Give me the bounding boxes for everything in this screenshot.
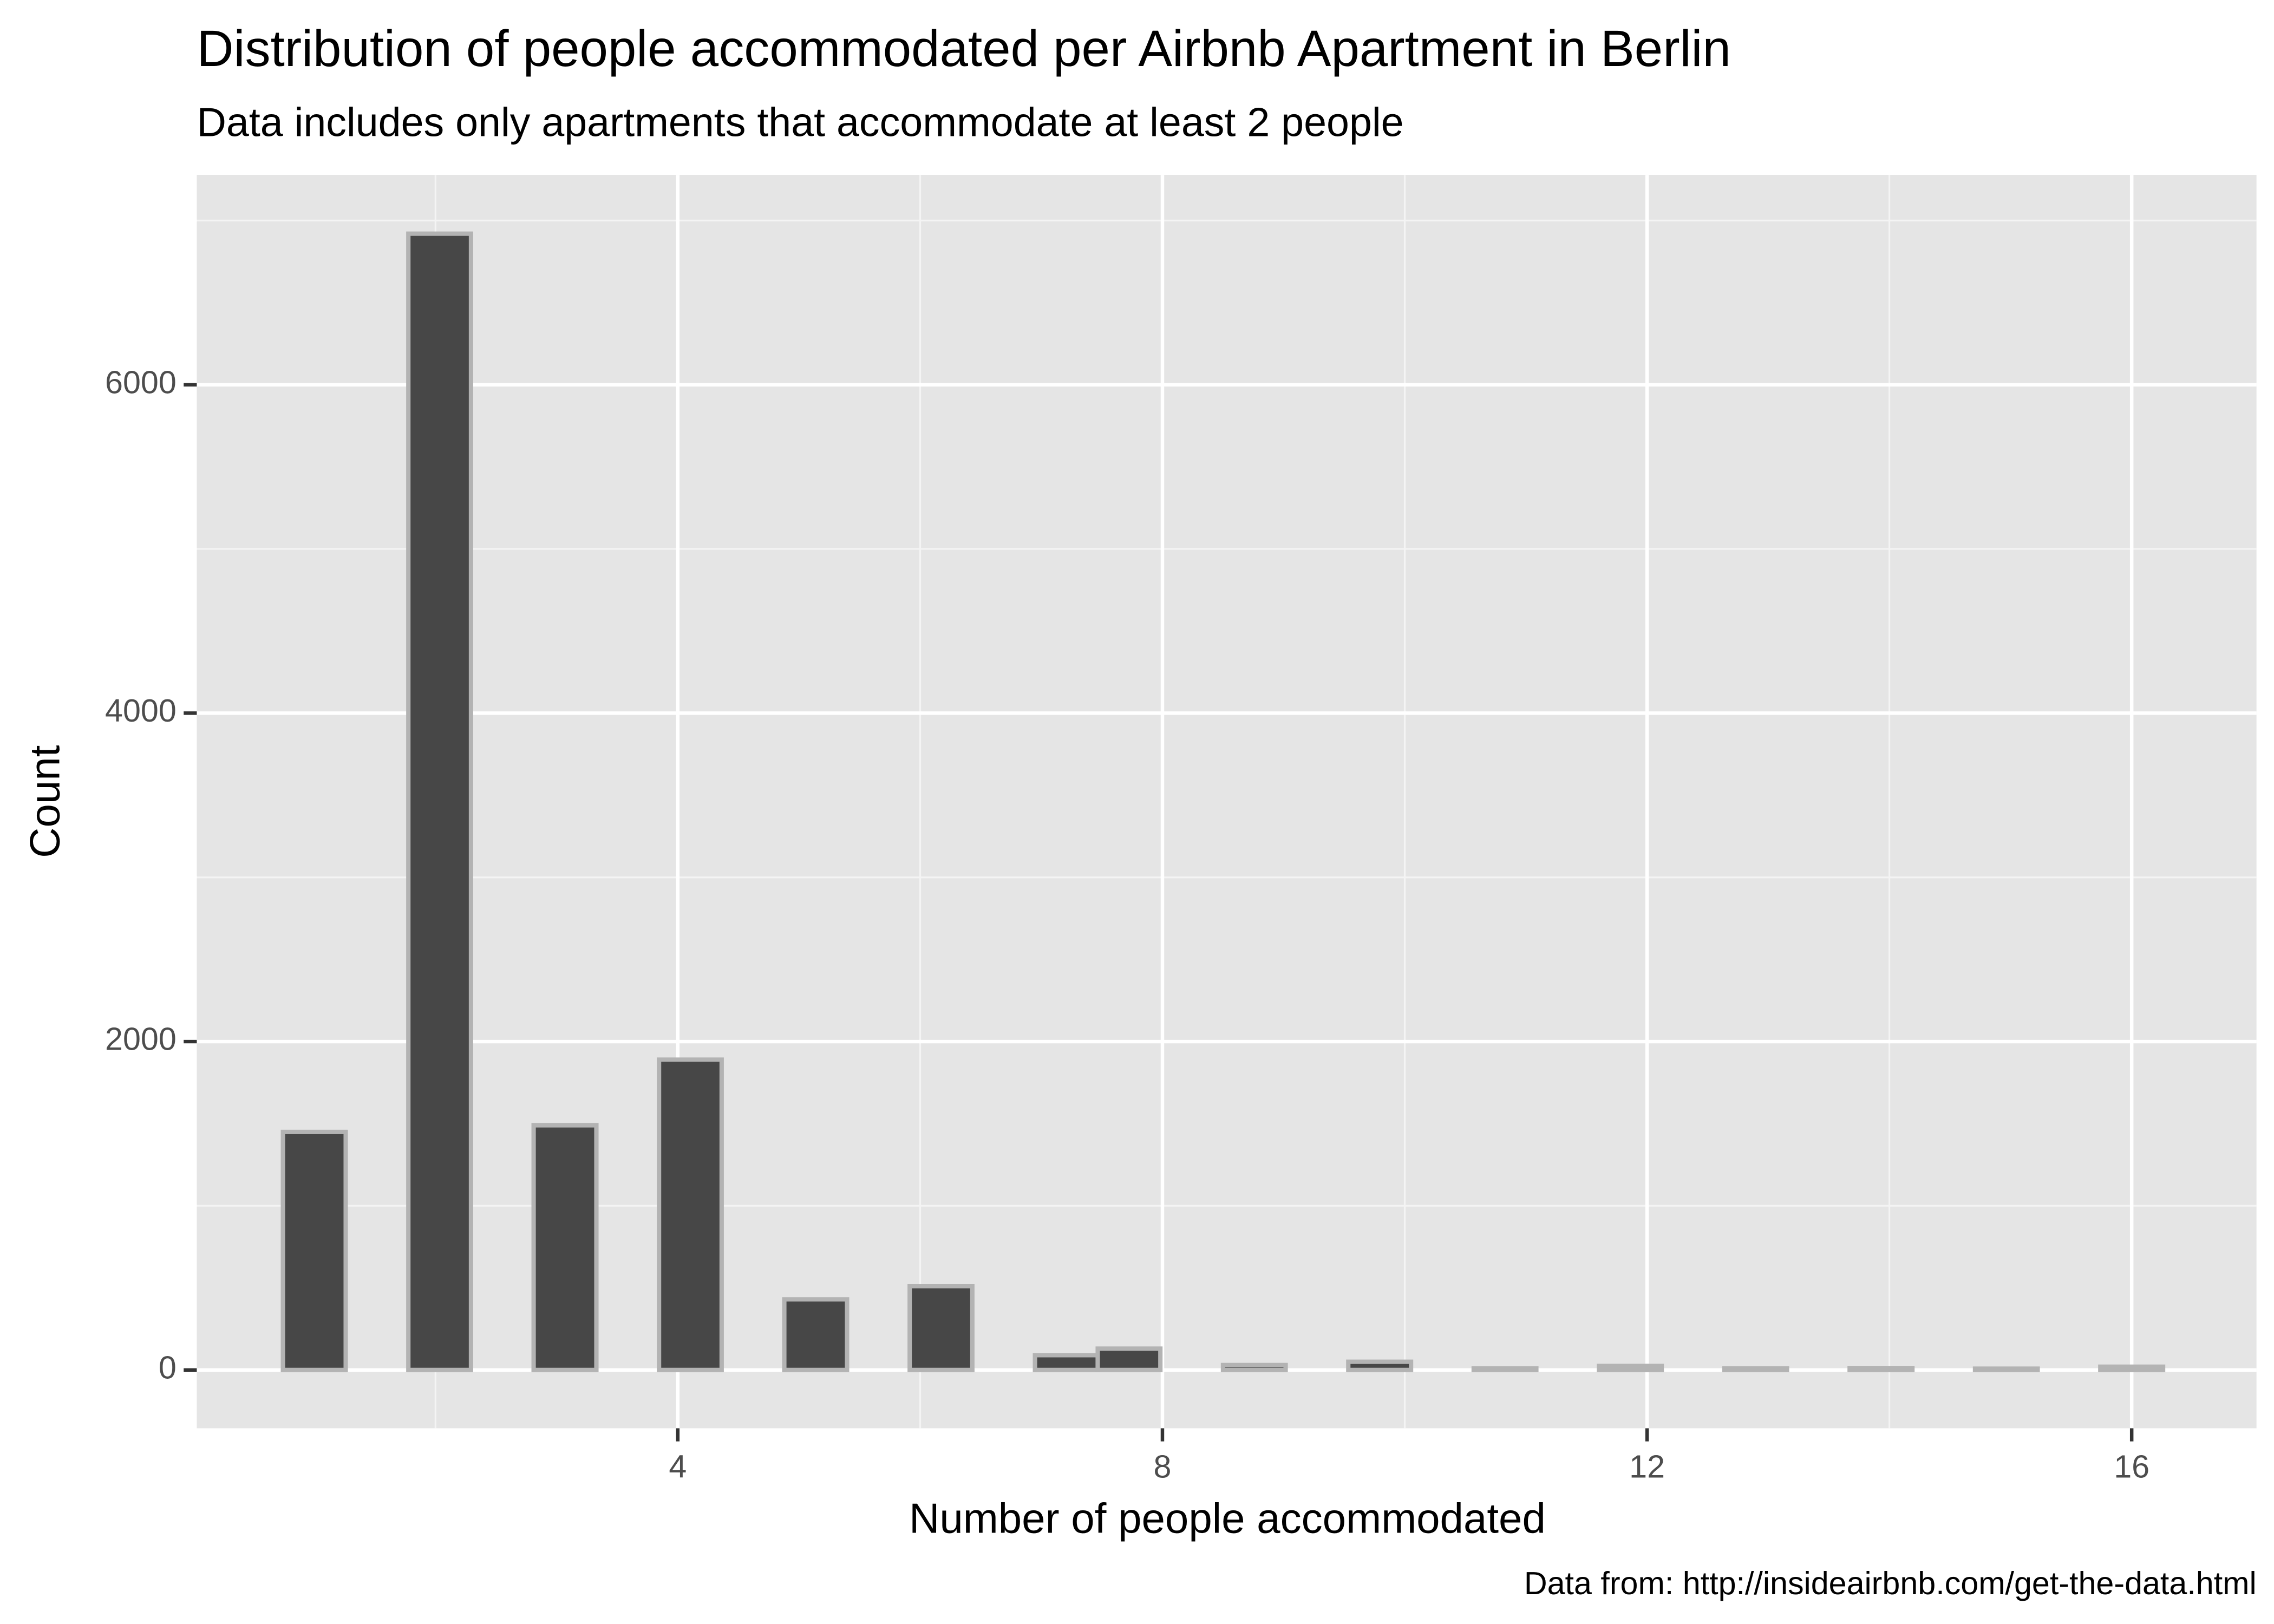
bar bbox=[1847, 1366, 1915, 1372]
y-axis-title: Count bbox=[21, 745, 68, 858]
bar bbox=[1471, 1366, 1539, 1372]
chart-subtitle: Data includes only apartments that accom… bbox=[197, 99, 1403, 145]
y-tick-label: 2000 bbox=[105, 1021, 177, 1057]
bar bbox=[1033, 1353, 1100, 1372]
y-tick-label: 0 bbox=[159, 1349, 177, 1385]
bar bbox=[2098, 1364, 2166, 1372]
bar bbox=[1972, 1366, 2040, 1372]
bar bbox=[1346, 1359, 1414, 1372]
x-tick-label: 8 bbox=[1154, 1448, 1172, 1484]
y-tick-label: 6000 bbox=[105, 364, 177, 400]
bar bbox=[907, 1284, 975, 1372]
x-tick-label: 4 bbox=[669, 1448, 687, 1484]
bar bbox=[1722, 1366, 1789, 1372]
bar bbox=[782, 1297, 850, 1372]
x-tick-label: 16 bbox=[2114, 1448, 2149, 1484]
bar bbox=[1095, 1346, 1163, 1372]
bar bbox=[657, 1057, 724, 1372]
caption: Data from: http://insideairbnb.com/get-t… bbox=[1524, 1565, 2257, 1601]
x-tick-label: 12 bbox=[1629, 1448, 1665, 1484]
bar bbox=[280, 1129, 348, 1372]
chart-title: Distribution of people accommodated per … bbox=[197, 20, 1730, 77]
y-tick-label: 4000 bbox=[105, 692, 177, 729]
panel bbox=[197, 175, 2257, 1429]
bar bbox=[1220, 1363, 1288, 1372]
bar bbox=[531, 1123, 599, 1372]
x-axis-title: Number of people accommodated bbox=[909, 1494, 1546, 1542]
bar bbox=[1597, 1364, 1664, 1372]
bar bbox=[406, 231, 473, 1372]
